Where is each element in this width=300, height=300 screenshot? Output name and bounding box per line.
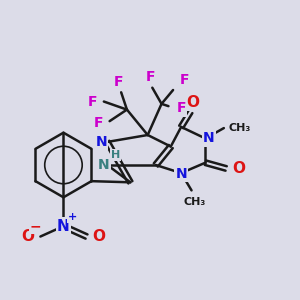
Text: +: + (68, 212, 77, 222)
Text: F: F (88, 94, 97, 109)
Text: CH₃: CH₃ (229, 123, 251, 133)
Text: F: F (114, 75, 124, 89)
Text: F: F (145, 70, 155, 84)
Text: N: N (175, 167, 187, 181)
Text: O: O (186, 95, 199, 110)
Text: O: O (21, 229, 34, 244)
Text: CH₃: CH₃ (184, 197, 206, 207)
Text: N: N (96, 135, 107, 149)
Text: O: O (232, 161, 245, 176)
Text: −: − (30, 219, 42, 233)
Text: N: N (57, 219, 70, 234)
Text: F: F (180, 73, 189, 87)
Text: F: F (93, 116, 103, 130)
Text: N: N (98, 158, 110, 172)
Text: O: O (93, 229, 106, 244)
Text: N: N (203, 131, 215, 146)
Text: F: F (176, 101, 186, 116)
Text: H: H (111, 150, 120, 160)
